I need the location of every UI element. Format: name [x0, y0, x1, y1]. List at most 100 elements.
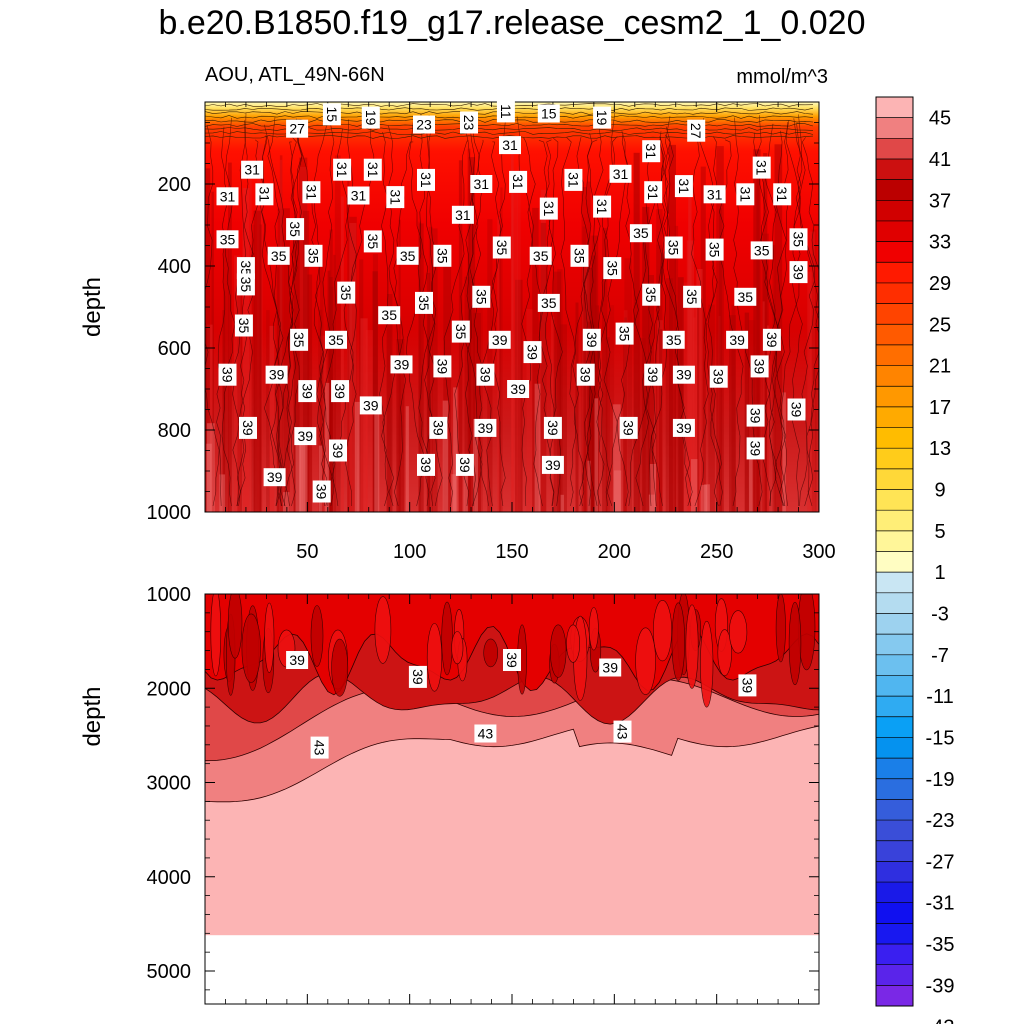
- contour-label: 35: [472, 285, 491, 308]
- svg-text:27: 27: [289, 121, 305, 137]
- colorbar: 45 41 37 33 29 25 21 17 13 9 5 1 -3 -7 -11 -15 -19 -23 -27…: [875, 96, 955, 1024]
- colorbar-swatch: [876, 985, 913, 1007]
- contour-label: 35: [683, 285, 702, 308]
- contour-label: 11: [496, 100, 515, 123]
- contour-label: 35: [236, 273, 255, 296]
- contour-label: 43: [474, 724, 497, 743]
- colorbar-swatch: [876, 882, 913, 904]
- contour-label: 39: [503, 649, 521, 671]
- contour-label: 35: [363, 230, 382, 253]
- upper-x-tick-label: 100: [393, 541, 426, 563]
- svg-text:35: 35: [666, 332, 682, 348]
- svg-text:39: 39: [430, 420, 446, 436]
- colorbar-label: -19: [926, 769, 955, 791]
- svg-text:39: 39: [645, 367, 661, 383]
- colorbar-swatch: [876, 820, 913, 842]
- svg-text:35: 35: [707, 242, 723, 258]
- svg-text:35: 35: [306, 248, 322, 264]
- colorbar-swatch: [876, 840, 913, 862]
- contour-label: 39: [239, 416, 257, 439]
- svg-text:35: 35: [271, 248, 287, 264]
- svg-text:39: 39: [584, 332, 600, 348]
- contour-label: 39: [329, 439, 347, 462]
- svg-text:15: 15: [541, 106, 557, 122]
- contour-label: 31: [333, 158, 352, 181]
- colorbar-label: -27: [926, 851, 955, 873]
- contour-label: 35: [662, 330, 685, 349]
- svg-text:39: 39: [676, 420, 692, 436]
- upper-x-tick-label: 250: [700, 541, 733, 563]
- contour-label: 39: [476, 363, 495, 386]
- contour-label: 35: [642, 283, 661, 306]
- colorbar-swatch: [876, 241, 913, 263]
- contour-label: 31: [302, 181, 321, 204]
- contour-label: 15: [322, 103, 341, 126]
- svg-text:31: 31: [643, 143, 659, 159]
- svg-text:35: 35: [541, 295, 557, 311]
- contour-label: 39: [787, 398, 806, 421]
- upper-y-tick-label: 1000: [147, 502, 192, 524]
- colorbar-swatch: [876, 220, 913, 242]
- contour-label: 35: [415, 291, 433, 314]
- contour-label: 31: [609, 164, 632, 183]
- svg-text:39: 39: [298, 428, 314, 444]
- contour-label: 39: [750, 355, 769, 378]
- chart-subtitle-left: AOU, ATL_49N-66N: [205, 64, 385, 86]
- svg-text:39: 39: [510, 381, 526, 397]
- colorbar-label: -35: [926, 934, 955, 956]
- svg-text:39: 39: [434, 359, 450, 375]
- contour-label: 27: [286, 119, 309, 138]
- svg-text:39: 39: [418, 457, 434, 473]
- svg-text:31: 31: [774, 187, 790, 203]
- svg-text:23: 23: [461, 115, 477, 131]
- colorbar-swatch: [876, 861, 913, 883]
- svg-text:31: 31: [365, 162, 381, 178]
- contour-label: 31: [539, 197, 558, 220]
- svg-text:31: 31: [676, 178, 692, 194]
- svg-text:39: 39: [602, 660, 618, 676]
- svg-text:31: 31: [351, 188, 367, 204]
- svg-text:35: 35: [791, 232, 807, 248]
- svg-text:39: 39: [332, 383, 348, 399]
- svg-text:35: 35: [617, 326, 633, 342]
- colorbar-swatch: [876, 406, 913, 428]
- svg-text:27: 27: [688, 123, 704, 139]
- contour-label: 19: [593, 106, 612, 129]
- contour-label: 39: [507, 380, 530, 398]
- svg-text:35: 35: [291, 332, 307, 348]
- colorbar-label: -39: [926, 975, 955, 997]
- contour-label: 31: [773, 183, 792, 206]
- colorbar-swatch: [876, 158, 913, 180]
- svg-text:31: 31: [707, 186, 723, 202]
- svg-text:39: 39: [739, 678, 755, 694]
- contour-label: 31: [470, 175, 493, 193]
- contour-label: 23: [413, 115, 435, 134]
- svg-text:31: 31: [303, 184, 319, 200]
- lower-y-tick-label: 5000: [147, 961, 192, 983]
- contour-label: 39: [408, 665, 427, 688]
- colorbar-swatch: [876, 923, 913, 945]
- svg-text:39: 39: [748, 408, 764, 424]
- contour-label: 39: [599, 658, 622, 677]
- svg-text:39: 39: [220, 367, 236, 383]
- colorbar-label: 13: [929, 438, 951, 460]
- contour-label: 39: [294, 427, 317, 446]
- svg-text:35: 35: [381, 307, 397, 323]
- svg-text:43: 43: [478, 726, 494, 742]
- colorbar-label: -11: [926, 686, 953, 708]
- contour-label: 35: [396, 246, 419, 265]
- contour-label: 35: [492, 236, 511, 259]
- contour-label: 39: [709, 365, 728, 388]
- svg-text:35: 35: [494, 240, 510, 256]
- colorbar-swatch: [876, 654, 913, 676]
- svg-text:39: 39: [299, 383, 315, 399]
- svg-text:35: 35: [643, 287, 659, 303]
- svg-text:35: 35: [400, 248, 416, 264]
- colorbar-swatch: [876, 592, 913, 614]
- svg-text:39: 39: [363, 397, 379, 413]
- svg-text:39: 39: [711, 369, 727, 385]
- svg-text:35: 35: [287, 221, 303, 237]
- contour-label: 39: [726, 330, 749, 349]
- svg-text:31: 31: [474, 176, 490, 192]
- contour-label: 43: [310, 736, 329, 759]
